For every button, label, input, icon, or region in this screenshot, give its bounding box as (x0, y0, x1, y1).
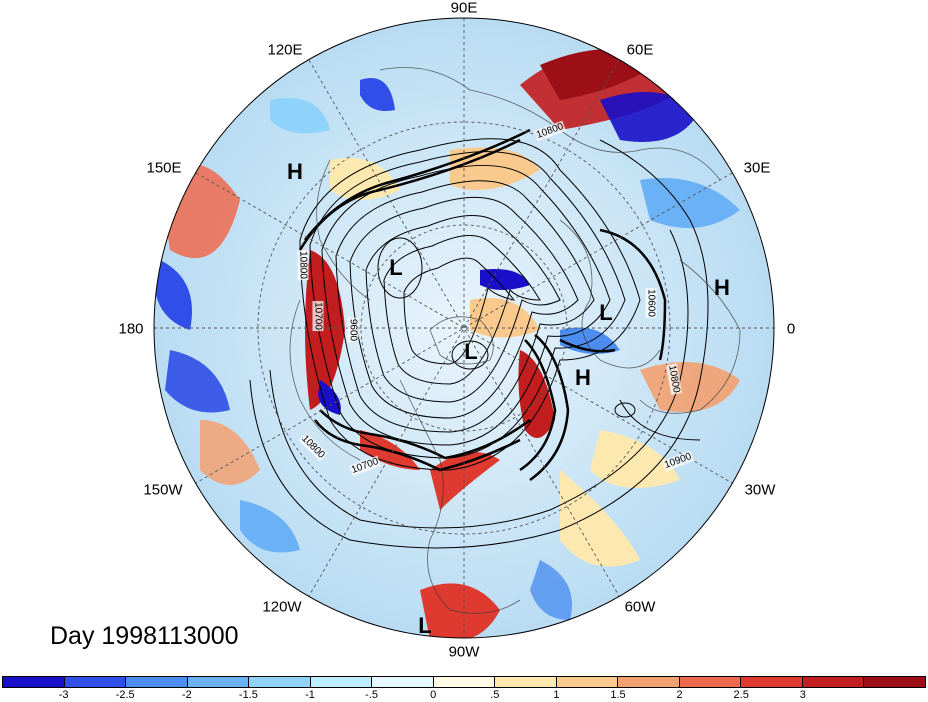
longitude-label-150e: 150E (146, 159, 182, 177)
pressure-center-high: H (575, 365, 591, 390)
colorbar-swatch (618, 677, 680, 687)
colorbar-swatch (864, 677, 925, 687)
colorbar-swatch (679, 677, 742, 687)
longitude-label-90w: 90W (448, 643, 480, 661)
longitude-label-0: 0 (786, 320, 796, 338)
longitude-label-60w: 60W (624, 598, 656, 616)
colorbar-swatch (802, 677, 865, 687)
colorbar-swatch (741, 677, 803, 687)
pressure-center-high: H (714, 275, 730, 300)
colorbar-tick-label: 1 (553, 689, 560, 701)
colorbar-swatch (556, 677, 619, 687)
colorbar-tick-label: -1 (305, 689, 315, 701)
longitude-label-90e: 90E (450, 0, 478, 17)
colorbar-swatch (126, 677, 188, 687)
longitude-label-30w: 30W (744, 481, 776, 499)
colorbar-tick-label: 0 (430, 689, 437, 701)
colorbar-tick-label: -3 (58, 689, 69, 701)
longitude-label-180: 180 (118, 320, 144, 338)
colorbar-tick-label: -2.5 (115, 689, 135, 701)
contour-label: 10800 (297, 250, 309, 280)
longitude-label-60e: 60E (626, 41, 654, 59)
colorbar-tick-label: -1.5 (238, 689, 258, 701)
pressure-center-low: L (418, 613, 432, 638)
colorbar-tick-label: 1.5 (610, 689, 626, 701)
height-contours (249, 128, 709, 549)
colorbar-swatch (433, 677, 496, 687)
longitude-label-150w: 150W (143, 481, 183, 499)
colorbar-tick-label: -.5 (365, 689, 379, 701)
colorbar-swatch (310, 677, 373, 687)
graticule (154, 18, 774, 638)
contour-label: 10700 (312, 301, 324, 331)
colorbar (2, 676, 926, 688)
colorbar-swatch (187, 677, 250, 687)
coastlines (289, 67, 741, 614)
colorbar-swatch (249, 677, 311, 687)
pressure-center-low: L (464, 339, 478, 364)
contour-label: 9600 (347, 317, 359, 343)
colorbar-swatch (64, 677, 127, 687)
colorbar-swatch (495, 677, 557, 687)
colorbar-tick-label: .5 (490, 689, 500, 701)
colorbar-swatch (372, 677, 434, 687)
colorbar-tick-label: -2 (181, 689, 192, 701)
anomaly-field (154, 18, 774, 638)
colorbar-tick-label: 2.5 (733, 689, 749, 701)
contour-label: 10600 (645, 288, 657, 318)
longitude-label-30e: 30E (743, 159, 771, 177)
pressure-center-low: L (389, 255, 403, 280)
longitude-label-120w: 120W (262, 598, 302, 616)
colorbar-tick-label: 3 (799, 689, 806, 701)
colorbar-swatch (3, 677, 65, 687)
pressure-center-high: H (287, 159, 303, 184)
pressure-center-low: L (599, 300, 613, 325)
longitude-label-120e: 120E (267, 41, 303, 59)
date-title: Day 1998113000 (50, 622, 239, 650)
colorbar-tick-label: 2 (676, 689, 683, 701)
